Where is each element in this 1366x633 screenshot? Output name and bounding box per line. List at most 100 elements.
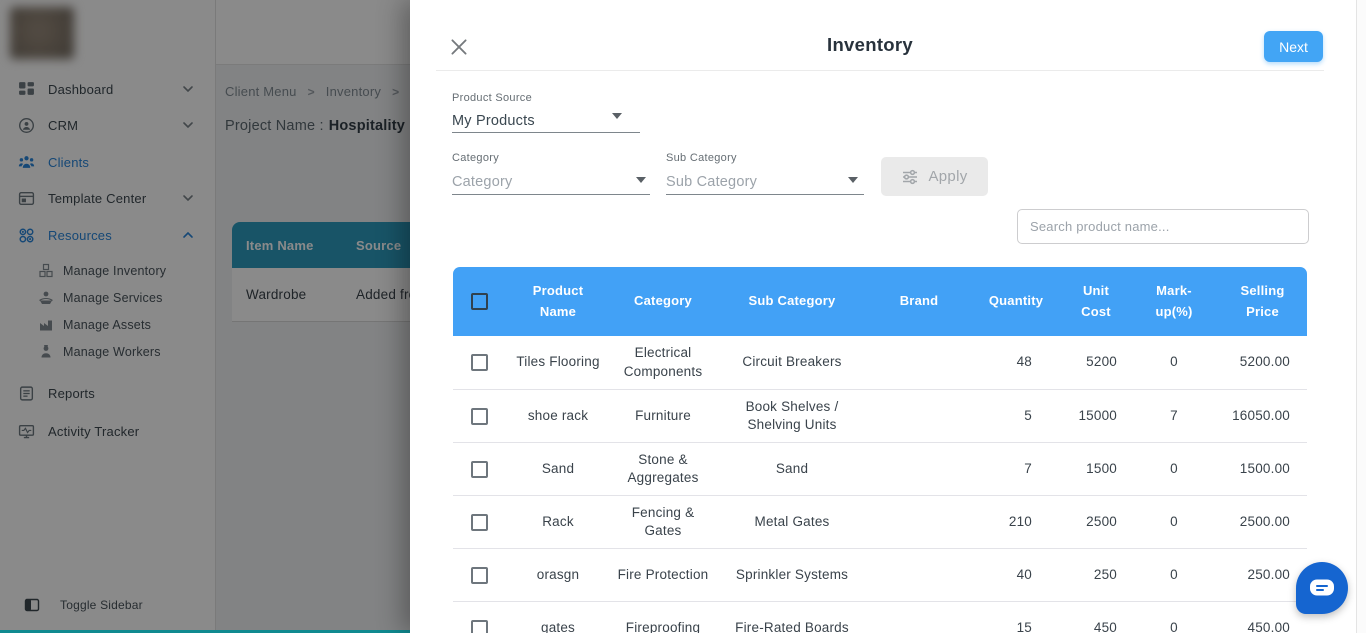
sidebar-subitem-label: Manage Services bbox=[63, 291, 163, 305]
column-header: Quantity bbox=[988, 293, 1044, 309]
sidebar-item-label: Resources bbox=[48, 227, 112, 243]
project-name-value: Hospitality bbox=[328, 118, 406, 134]
modal-scrollbar[interactable] bbox=[1356, 0, 1366, 633]
sub-category-placeholder: Sub Category bbox=[666, 174, 758, 190]
row-checkbox[interactable] bbox=[471, 460, 488, 478]
table-row: Rack Fencing & Gates Metal Gates 210 250… bbox=[453, 496, 1307, 549]
quantity-cell: 15 bbox=[1016, 619, 1032, 633]
sidebar-item-reports[interactable]: Reports bbox=[0, 379, 216, 407]
quantity-cell: 210 bbox=[1008, 513, 1032, 529]
product-source-select[interactable]: My Products bbox=[452, 109, 640, 133]
selling-price-cell: 5200.00 bbox=[1239, 354, 1290, 370]
toggle-sidebar-button[interactable]: Toggle Sidebar bbox=[0, 592, 216, 618]
category-cell: Fencing & Gates bbox=[631, 504, 695, 538]
column-header: Mark-up(%) bbox=[1155, 282, 1193, 319]
template-window-icon bbox=[18, 191, 35, 205]
column-header: Selling Price bbox=[1240, 282, 1285, 319]
sidebar-item-label: Activity Tracker bbox=[48, 423, 140, 439]
product-table-header: Product Name Category Sub Category Brand… bbox=[453, 267, 1307, 336]
sub-category-cell: Sand bbox=[775, 460, 809, 476]
close-icon[interactable] bbox=[448, 36, 470, 58]
markup-cell: 0 bbox=[1170, 619, 1178, 633]
sidebar-subitem-label: Manage Inventory bbox=[63, 264, 167, 278]
category-cell: Fireproofing bbox=[625, 619, 701, 633]
sidebar-item-crm[interactable]: CRM bbox=[0, 111, 216, 139]
quantity-cell: 7 bbox=[1024, 460, 1032, 476]
sidebar-item-template-center[interactable]: Template Center bbox=[0, 184, 216, 212]
sidebar-item-label: Reports bbox=[48, 385, 95, 401]
column-header: Unit Cost bbox=[1081, 282, 1111, 319]
product-name-cell: Rack bbox=[542, 513, 574, 529]
project-name-label: Project Name : bbox=[225, 118, 324, 134]
row-checkbox[interactable] bbox=[471, 513, 488, 531]
product-source-label: Product Source bbox=[452, 92, 533, 104]
breadcrumb-inventory[interactable]: Inventory bbox=[325, 84, 382, 99]
select-all-checkbox[interactable] bbox=[471, 293, 488, 310]
markup-cell: 0 bbox=[1170, 460, 1178, 476]
row-checkbox[interactable] bbox=[471, 354, 488, 371]
sidebar-item-dashboard[interactable]: Dashboard bbox=[0, 75, 216, 103]
sidebar-item-label: Template Center bbox=[48, 190, 147, 206]
row-checkbox[interactable] bbox=[471, 566, 488, 584]
table-row: Tiles Flooring Electrical Components Cir… bbox=[453, 336, 1307, 390]
column-header: Category bbox=[634, 293, 692, 309]
toggle-sidebar-icon bbox=[24, 598, 40, 612]
next-button[interactable]: Next bbox=[1264, 31, 1323, 62]
quantity-cell: 40 bbox=[1016, 566, 1032, 582]
dropdown-arrow-icon bbox=[848, 177, 858, 183]
chevron-down-icon bbox=[183, 122, 193, 129]
sidebar-item-clients[interactable]: Clients bbox=[0, 148, 216, 176]
chevron-up-icon bbox=[183, 231, 193, 238]
selling-price-cell: 250.00 bbox=[1247, 566, 1290, 582]
sub-category-cell: Circuit Breakers bbox=[742, 354, 842, 370]
product-name-cell: gates bbox=[540, 619, 576, 633]
dropdown-arrow-icon bbox=[636, 177, 646, 183]
sidebar-subitem-label: Manage Workers bbox=[63, 345, 161, 359]
table-row: gates Fireproofing Fire-Rated Boards 15 … bbox=[453, 602, 1307, 633]
breadcrumb: Client Menu > Inventory > bbox=[225, 84, 410, 99]
markup-cell: 0 bbox=[1170, 566, 1178, 582]
chat-bubble-icon bbox=[1310, 579, 1334, 596]
unit-cost-cell: 1500 bbox=[1086, 460, 1117, 476]
category-select[interactable]: Category bbox=[452, 170, 650, 194]
sidebar-subitem-manage-inventory[interactable]: Manage Inventory bbox=[0, 259, 216, 283]
search-input[interactable] bbox=[1017, 209, 1309, 244]
table-row: shoe rack Furniture Book Shelves / Shelv… bbox=[453, 390, 1307, 443]
sidebar-subitem-manage-services[interactable]: Manage Services bbox=[0, 286, 216, 310]
category-cell: Electrical Components bbox=[623, 345, 703, 379]
bottom-teal-strip bbox=[0, 630, 410, 633]
source-cell: Added fro bbox=[356, 287, 417, 302]
markup-cell: 0 bbox=[1170, 513, 1178, 529]
app-logo bbox=[10, 7, 74, 59]
markup-cell: 0 bbox=[1170, 354, 1178, 370]
unit-cost-cell: 5200 bbox=[1086, 354, 1117, 370]
breadcrumb-client-menu[interactable]: Client Menu bbox=[225, 84, 297, 99]
table-row: Sand Stone & Aggregates Sand 7 1500 0 15… bbox=[453, 443, 1307, 496]
row-checkbox[interactable] bbox=[471, 407, 488, 425]
inventory-modal: Inventory Next Product Source My Product… bbox=[410, 0, 1366, 633]
item-name-cell: Wardrobe bbox=[246, 287, 307, 302]
unit-cost-cell: 2500 bbox=[1086, 513, 1117, 529]
activity-monitor-icon bbox=[18, 424, 35, 438]
category-cell: Furniture bbox=[635, 407, 691, 423]
modal-title: Inventory bbox=[827, 34, 913, 55]
column-header: Brand bbox=[899, 293, 939, 309]
select-underline bbox=[666, 194, 864, 195]
services-hand-icon bbox=[39, 291, 53, 304]
row-checkbox[interactable] bbox=[471, 619, 488, 633]
sidebar-item-label: Dashboard bbox=[48, 81, 114, 97]
quantity-cell: 5 bbox=[1024, 407, 1032, 423]
select-underline bbox=[452, 194, 650, 195]
chevron-right-icon: > bbox=[392, 84, 400, 99]
category-placeholder: Category bbox=[452, 174, 513, 190]
sidebar-item-activity-tracker[interactable]: Activity Tracker bbox=[0, 417, 216, 445]
inventory-boxes-icon bbox=[39, 263, 53, 278]
sidebar-item-resources[interactable]: Resources bbox=[0, 221, 216, 249]
apply-button[interactable]: Apply bbox=[881, 157, 988, 196]
product-name-cell: Tiles Flooring bbox=[516, 354, 600, 370]
chat-widget-button[interactable] bbox=[1296, 562, 1348, 614]
sub-category-select[interactable]: Sub Category bbox=[666, 170, 864, 194]
sidebar-subitem-manage-assets[interactable]: Manage Assets bbox=[0, 313, 216, 337]
sidebar-subitem-manage-workers[interactable]: Manage Workers bbox=[0, 340, 216, 364]
